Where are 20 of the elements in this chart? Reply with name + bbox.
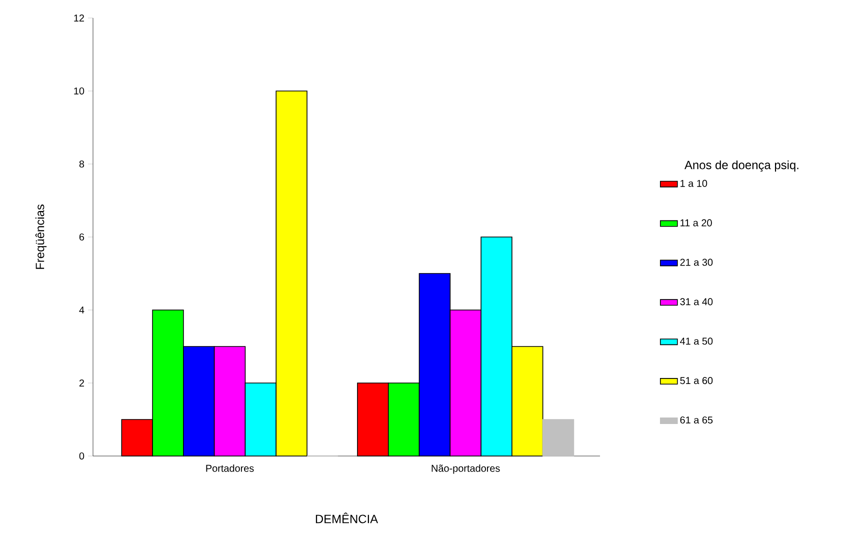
y-tick-label: 10 [74, 87, 84, 95]
y-tick-label: 6 [79, 233, 84, 241]
y-axis-title: Freqüências [35, 204, 47, 269]
y-tick-label: 12 [74, 14, 84, 22]
legend-label: 11 a 20 [680, 219, 712, 226]
legend-label: 51 a 60 [680, 377, 713, 384]
y-tick-label: 2 [79, 380, 84, 386]
legend-label: 41 a 50 [680, 338, 713, 345]
bar [542, 419, 574, 456]
y-tick-label: 4 [79, 306, 84, 314]
y-tick-label: 8 [79, 160, 84, 168]
legend-label: 31 a 40 [680, 298, 713, 306]
y-tick-label: 0 [79, 452, 84, 460]
x-axis-title: DEMÊNCIA [316, 512, 378, 524]
legend-title: Anos de doença psiq. [684, 160, 798, 172]
legend-label: 1 a 10 [680, 180, 708, 187]
x-tick-label: Portadores [206, 464, 254, 472]
x-tick-label: Não-portadores [432, 464, 500, 474]
legend-label: 61 a 65 [680, 416, 713, 424]
legend-label: 21 a 30 [680, 258, 713, 266]
